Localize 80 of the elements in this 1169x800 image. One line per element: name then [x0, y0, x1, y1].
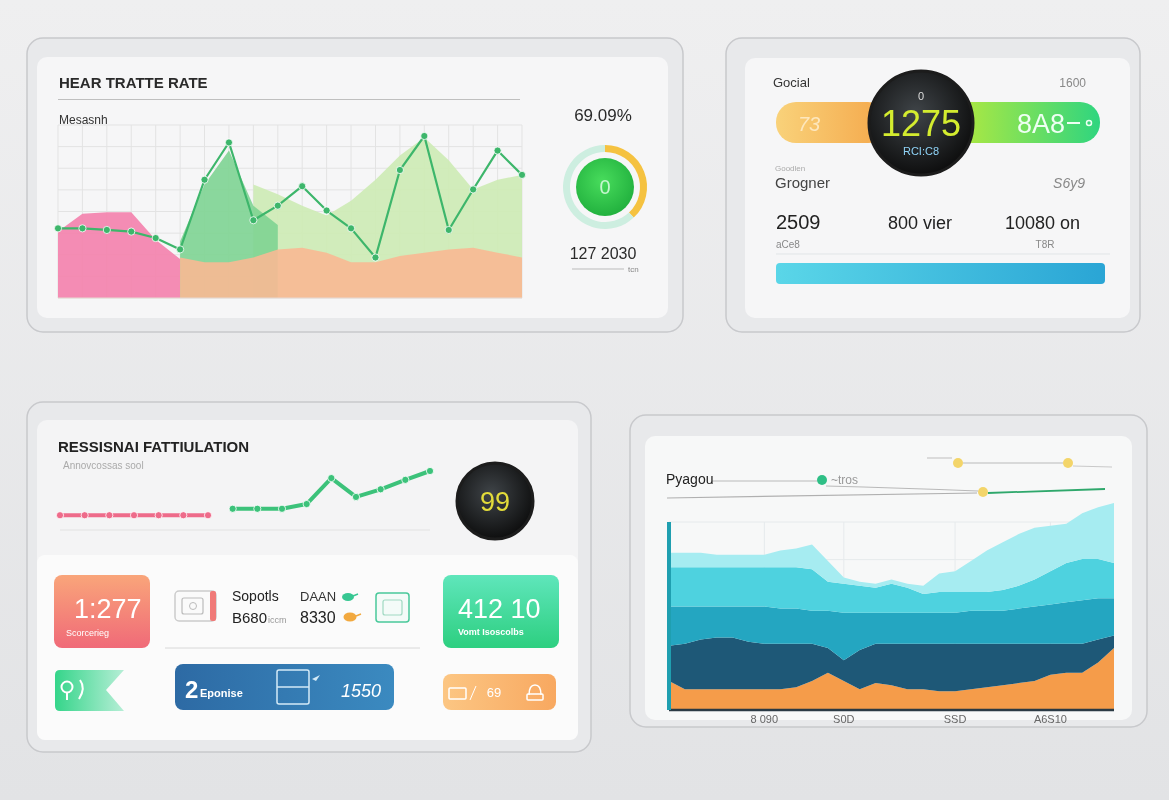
point	[352, 492, 360, 501]
text: Grogner	[775, 174, 831, 191]
x-tick-label: A6S10	[1033, 713, 1067, 725]
point	[420, 132, 429, 140]
text: 1275	[880, 103, 962, 144]
text: Vomt Isoscolbs	[458, 627, 524, 637]
text: 8A8	[1017, 109, 1066, 139]
text: aCe8	[776, 239, 801, 250]
chart-title: HEAR TRATTE RATE	[59, 74, 208, 91]
point	[228, 504, 237, 513]
point	[322, 206, 331, 215]
text: Gocial	[773, 75, 810, 90]
point	[395, 166, 404, 175]
chart-title: Pyagou	[666, 471, 714, 487]
text: 412 10	[458, 594, 541, 624]
point	[179, 511, 188, 520]
x-tick-label: S0D	[833, 713, 855, 725]
point	[200, 175, 209, 184]
chart-title: RESSISNAI FATTIULATION	[58, 438, 250, 455]
text: Eponise	[200, 687, 243, 699]
text: ~tros	[831, 473, 859, 487]
text: 99	[479, 487, 511, 517]
point	[127, 227, 136, 236]
text: iccm	[268, 615, 287, 625]
text: T8R	[1035, 239, 1055, 250]
point	[151, 234, 160, 243]
text: 1:277	[74, 594, 142, 624]
text: 800 vier	[888, 213, 953, 233]
text: B680	[232, 609, 268, 626]
point	[80, 511, 89, 520]
text: 8330	[300, 609, 336, 626]
text: 73	[798, 113, 821, 135]
point	[154, 511, 163, 520]
text: tcn	[628, 265, 639, 274]
point	[253, 504, 262, 513]
chart-subtitle: Annovcossas sool	[63, 460, 144, 471]
text: 0	[917, 90, 925, 102]
point	[376, 485, 385, 494]
text: S6y9	[1053, 175, 1086, 191]
point	[371, 253, 380, 262]
text: 69	[486, 685, 502, 700]
point	[469, 185, 478, 194]
chart-subtitle: Mesasnh	[59, 113, 108, 127]
point	[444, 225, 453, 234]
text: 127 2030	[569, 245, 637, 262]
point	[327, 474, 336, 483]
point	[298, 182, 307, 191]
point	[401, 475, 410, 484]
point	[302, 500, 311, 509]
point	[176, 245, 185, 254]
text: 1600	[1059, 76, 1087, 90]
text: Sopotls	[232, 588, 279, 604]
text: Scorcerieg	[66, 628, 110, 638]
point	[102, 225, 111, 234]
text: 0	[599, 176, 611, 198]
text: Goodlen	[775, 164, 806, 173]
point	[130, 511, 138, 520]
text: DAAN	[300, 589, 337, 604]
point	[249, 216, 258, 225]
point	[105, 511, 114, 520]
point	[518, 170, 526, 179]
text: 1550	[341, 681, 382, 701]
point	[278, 504, 286, 513]
point	[54, 224, 62, 233]
point	[204, 511, 212, 520]
point	[78, 224, 87, 233]
text: RCI:C8	[902, 145, 940, 157]
text: 2	[185, 676, 199, 703]
point	[426, 467, 434, 475]
point	[273, 201, 282, 210]
text: 2509	[776, 211, 821, 233]
text: 10080 on	[1005, 213, 1081, 233]
point	[493, 146, 502, 155]
point	[347, 224, 356, 233]
point	[56, 511, 64, 520]
chart-title: 69.09%	[574, 106, 632, 125]
x-tick-label: 8 090	[750, 713, 779, 725]
point	[224, 138, 233, 147]
donut-slice	[563, 145, 634, 229]
x-tick-label: SSD	[943, 713, 967, 725]
